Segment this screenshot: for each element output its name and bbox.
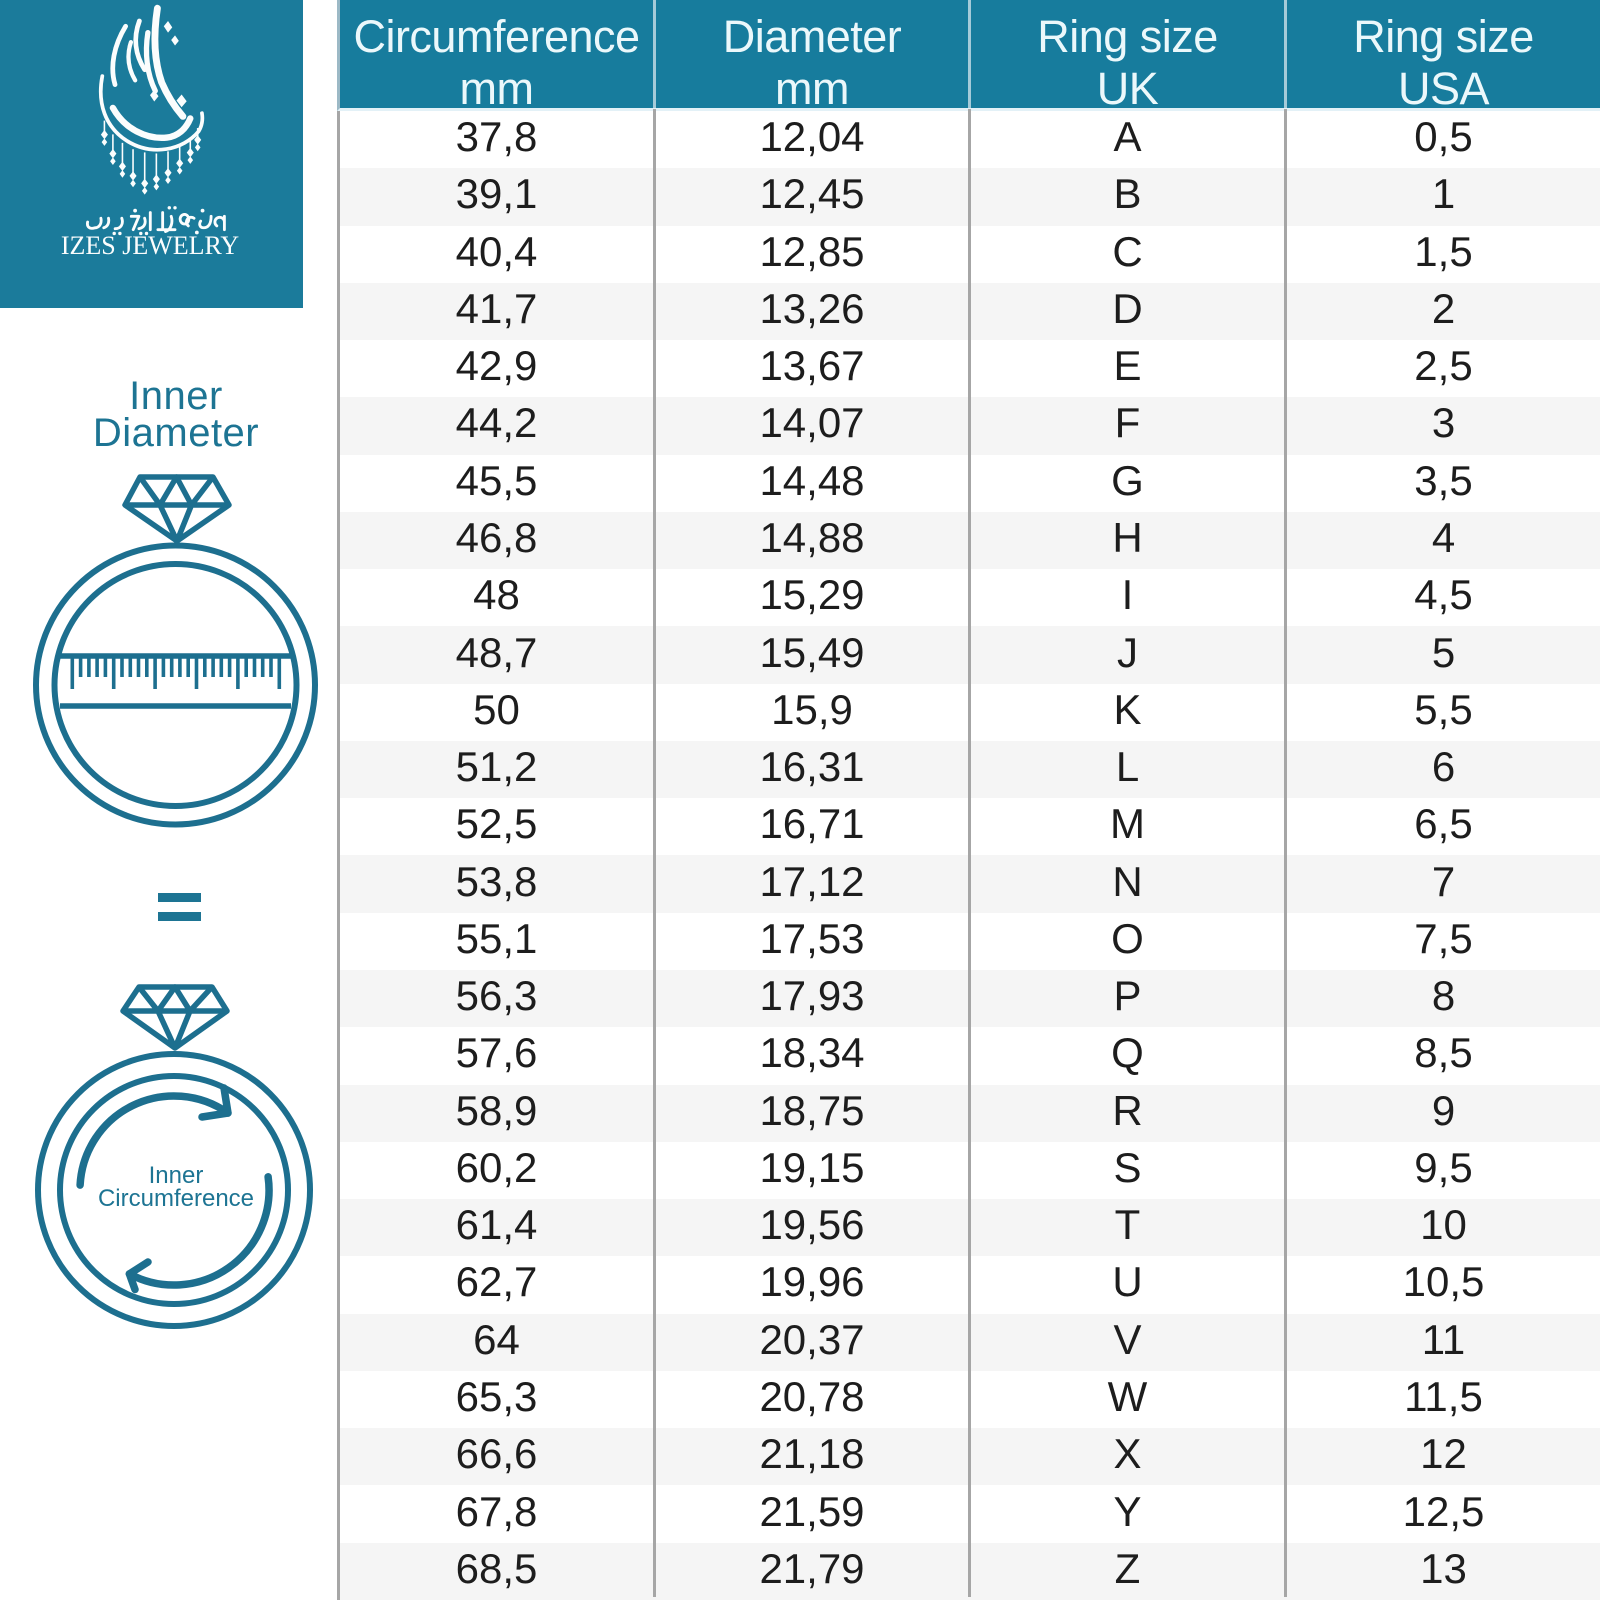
svg-text:IZES JEWELRY: IZES JEWELRY [61, 231, 240, 260]
svg-text:Inner: Inner [149, 1162, 204, 1189]
svg-text:Circumference: Circumference [98, 1185, 254, 1212]
